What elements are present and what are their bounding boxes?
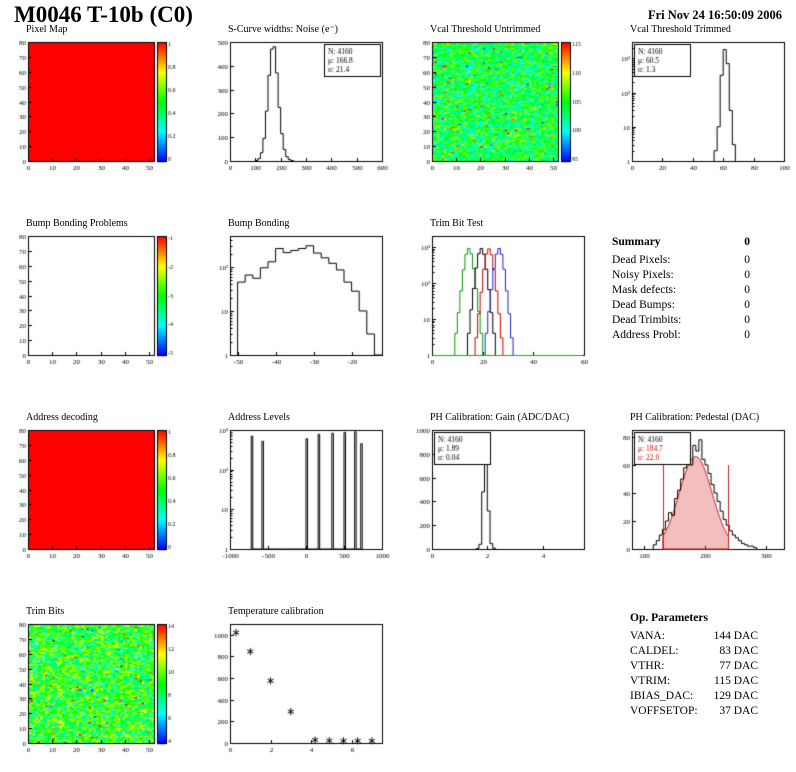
ph-gain-chart	[404, 425, 594, 565]
timestamp: Fri Nov 24 16:50:09 2006	[647, 8, 782, 22]
vcal-untrimmed-chart	[404, 37, 594, 177]
chart-cell-vcal-trimmed: Vcal Threshold Trimmed	[604, 24, 796, 177]
op-parameters-title: Op. Parameters	[630, 612, 708, 624]
chart-cell-address-decoding: Address decoding	[0, 412, 196, 565]
chart-title: Trim Bits	[26, 606, 65, 617]
address-levels-chart	[202, 425, 392, 565]
summary-row-value: 0	[744, 299, 750, 311]
chart-title: Pixel Map	[26, 24, 68, 35]
chart-cell-trim-bits: Trim Bits	[0, 606, 196, 759]
op-parameter-label: VANA:	[630, 630, 665, 642]
summary-row-label: Mask defects:	[612, 284, 677, 296]
summary-row: Noisy Pixels: 0	[612, 269, 750, 281]
op-parameter-row: CALDEL: 83 DAC	[630, 645, 758, 657]
op-parameter-value: 77 DAC	[719, 660, 758, 672]
op-parameter-label: CALDEL:	[630, 645, 679, 657]
summary-row-value: 0	[744, 284, 750, 296]
chart-cell-vcal-untrimmed: Vcal Threshold Untrimmed	[404, 24, 600, 177]
chart-title: Trim Bit Test	[430, 218, 484, 229]
chart-cell-temperature: Temperature calibration	[202, 606, 398, 759]
op-parameter-value: 37 DAC	[719, 705, 758, 717]
chart-cell-bump-problems: Bump Bonding Problems	[0, 218, 196, 371]
summary-row-label: Address Probl:	[612, 329, 681, 341]
summary-header: Summary 0	[612, 236, 750, 248]
trim-bits-chart	[0, 619, 190, 759]
op-parameter-row: VTHR: 77 DAC	[630, 660, 758, 672]
summary-row-value: 0	[744, 254, 750, 266]
bump-bonding-chart	[202, 231, 392, 371]
bump-problems-chart	[0, 231, 190, 371]
chart-title: Vcal Threshold Trimmed	[630, 24, 731, 35]
chart-cell-scurve-noise: S-Curve widths: Noise (e⁻)	[202, 24, 398, 177]
chart-title: PH Calibration: Gain (ADC/DAC)	[430, 412, 570, 423]
pixel-map-chart	[0, 37, 190, 177]
op-parameter-value: 144 DAC	[713, 630, 758, 642]
chart-cell-address-levels: Address Levels	[202, 412, 398, 565]
summary-panel: Summary 0 Dead Pixels: 0 Noisy Pixels: 0 M…	[612, 236, 750, 341]
op-parameters-header: Op. Parameters	[630, 612, 758, 624]
op-parameter-row: VTRIM: 115 DAC	[630, 675, 758, 687]
chart-title: Address decoding	[26, 412, 98, 423]
chart-title: Bump Bonding Problems	[26, 218, 128, 229]
vcal-trimmed-chart	[604, 37, 794, 177]
address-decoding-chart	[0, 425, 190, 565]
scurve-noise-chart	[202, 37, 392, 177]
summary-row-label: Dead Bumps:	[612, 299, 675, 311]
op-parameter-label: IBIAS_DAC:	[630, 690, 694, 702]
summary-row-value: 0	[744, 314, 750, 326]
summary-row-label: Dead Pixels:	[612, 254, 671, 266]
chart-cell-pixel-map: Pixel Map	[0, 24, 196, 177]
summary-row: Address Probl: 0	[612, 329, 750, 341]
chart-title: Address Levels	[228, 412, 290, 423]
trim-bit-test-chart	[404, 231, 594, 371]
op-parameter-label: VOFFSETOP:	[630, 705, 698, 717]
op-parameter-value: 83 DAC	[719, 645, 758, 657]
chart-cell-trim-bit-test: Trim Bit Test	[404, 218, 600, 371]
chart-cell-bump-bonding: Bump Bonding	[202, 218, 398, 371]
op-parameter-label: VTHR:	[630, 660, 665, 672]
summary-row-label: Noisy Pixels:	[612, 269, 674, 281]
chart-cell-ph-gain: PH Calibration: Gain (ADC/DAC)	[404, 412, 600, 565]
chart-title: Temperature calibration	[228, 606, 324, 617]
summary-row-label: Dead Trimbits:	[612, 314, 682, 326]
summary-total: 0	[744, 236, 750, 248]
summary-row: Dead Pixels: 0	[612, 254, 750, 266]
chart-title: Bump Bonding	[228, 218, 290, 229]
op-parameter-value: 115 DAC	[714, 675, 758, 687]
summary-row: Dead Trimbits: 0	[612, 314, 750, 326]
page-title: M0046 T-10b (C0)	[14, 2, 193, 27]
chart-cell-ph-pedestal: PH Calibration: Pedestal (DAC)	[604, 412, 796, 565]
summary-row-value: 0	[744, 329, 750, 341]
summary-row: Dead Bumps: 0	[612, 299, 750, 311]
summary-title: Summary	[612, 236, 661, 248]
op-parameters-panel: Op. Parameters VANA: 144 DAC CALDEL: 83 DA…	[630, 612, 758, 717]
chart-title: Vcal Threshold Untrimmed	[430, 24, 541, 35]
summary-row-value: 0	[744, 269, 750, 281]
op-parameter-row: IBIAS_DAC: 129 DAC	[630, 690, 758, 702]
summary-row: Mask defects: 0	[612, 284, 750, 296]
temperature-chart	[202, 619, 392, 759]
chart-title: S-Curve widths: Noise (e⁻)	[228, 24, 338, 35]
op-parameter-value: 129 DAC	[713, 690, 758, 702]
ph-pedestal-chart	[604, 425, 794, 565]
op-parameter-label: VTRIM:	[630, 675, 671, 687]
chart-title: PH Calibration: Pedestal (DAC)	[630, 412, 760, 423]
op-parameter-row: VOFFSETOP: 37 DAC	[630, 705, 758, 717]
op-parameter-row: VANA: 144 DAC	[630, 630, 758, 642]
